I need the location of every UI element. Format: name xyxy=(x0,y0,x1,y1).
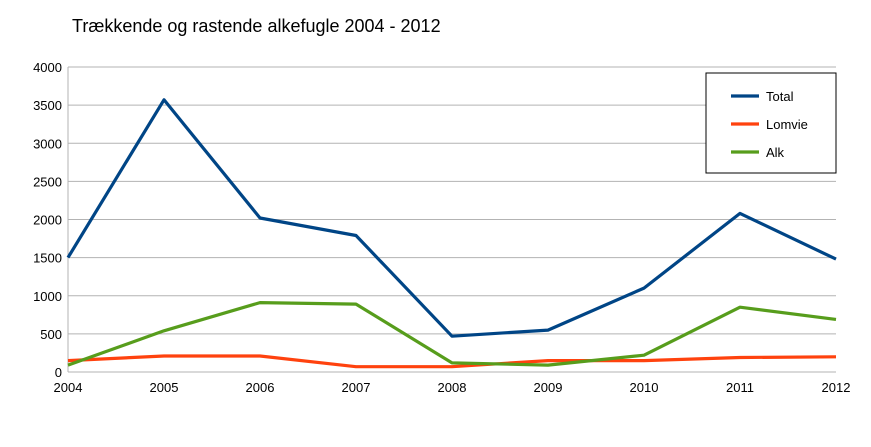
x-tick-label: 2009 xyxy=(534,380,563,395)
x-tick-label: 2012 xyxy=(822,380,851,395)
x-tick-label: 2004 xyxy=(54,380,83,395)
series-line-lomvie xyxy=(67,354,837,369)
y-tick-label: 4000 xyxy=(33,60,62,75)
y-tick-label: 1000 xyxy=(33,289,62,304)
series-line-alk xyxy=(67,301,837,367)
y-tick-label: 2500 xyxy=(33,174,62,189)
x-tick-label: 2008 xyxy=(438,380,467,395)
y-tick-label: 0 xyxy=(55,365,62,380)
y-tick-label: 500 xyxy=(40,327,62,342)
x-tick-label: 2006 xyxy=(246,380,275,395)
x-tick-label: 2007 xyxy=(342,380,371,395)
y-tick-label: 1500 xyxy=(33,251,62,266)
y-tick-label: 3500 xyxy=(33,98,62,113)
y-tick-label: 3000 xyxy=(33,136,62,151)
legend-label: Alk xyxy=(766,145,785,160)
x-tick-label: 2010 xyxy=(630,380,659,395)
x-tick-label: 2005 xyxy=(150,380,179,395)
chart-title: Trækkende og rastende alkefugle 2004 - 2… xyxy=(72,16,441,36)
legend-box xyxy=(705,72,837,174)
series-line-total xyxy=(66,98,837,338)
x-tick-label: 2011 xyxy=(726,380,754,395)
legend-label: Total xyxy=(766,89,794,104)
legend-label: Lomvie xyxy=(766,117,808,132)
y-tick-label: 2000 xyxy=(33,213,62,228)
